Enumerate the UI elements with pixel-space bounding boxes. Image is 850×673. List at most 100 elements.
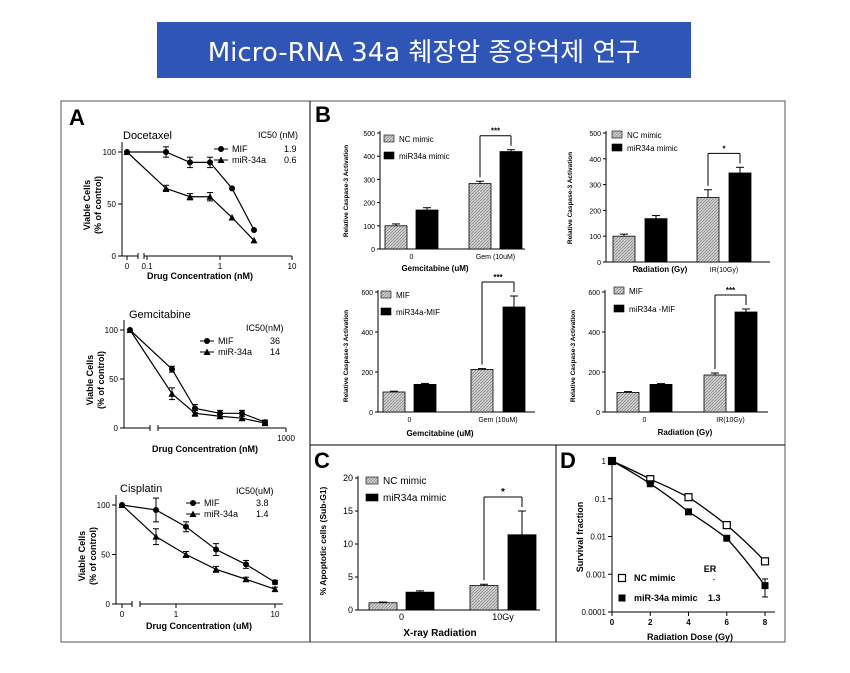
d-data-point: [684, 493, 693, 502]
b1-bar: [415, 209, 439, 250]
d-x-tick-label: 2: [648, 618, 653, 627]
b4-bar: [649, 383, 673, 413]
b3-bar: [382, 391, 406, 413]
a3-legend-ic50: 1.4: [256, 509, 269, 519]
a1-axis-break-gap: [138, 253, 144, 259]
a3-legend-marker: [189, 510, 197, 517]
a1-data-point: [250, 236, 258, 244]
b2-bar: [612, 235, 636, 263]
a1-data-point: [207, 159, 213, 166]
a1-legend-label: MIF: [232, 144, 248, 154]
b2-y-tick-label: 300: [589, 183, 601, 190]
d-x-tick-label: 8: [763, 618, 768, 627]
c-y-tick-label: 0: [348, 605, 353, 615]
b1-y-tick-label: 0: [371, 247, 375, 254]
d-legend-label: miR-34a mimic: [634, 593, 698, 603]
a3-data-point: [242, 575, 250, 583]
b4-y-tick-label: 600: [588, 290, 600, 297]
d-x-tick-label: 4: [686, 618, 691, 627]
a3-y-tick-label: 50: [101, 551, 110, 560]
a1-data-point: [186, 193, 194, 200]
b2-legend-label: NC mimic: [627, 131, 662, 140]
a3-data-point: [153, 506, 159, 513]
d-y-tick-label: 0.0001: [582, 608, 607, 617]
a2-x-tick-label: 1000: [277, 434, 295, 443]
c-significance: *: [501, 487, 505, 498]
c-y-label: % Apoptotic cells (Sub-G1): [318, 486, 328, 595]
b2-y-tick-label: 200: [589, 208, 601, 215]
d-data-point: [685, 508, 692, 516]
a2-y-tick-label: 50: [109, 375, 118, 384]
c-x-tick-label: 0: [399, 612, 404, 622]
a1-data-point: [251, 227, 257, 233]
b4-legend-label: miR34a -MIF: [629, 305, 675, 314]
a3-data-point: [118, 501, 126, 508]
b1-legend-swatch: [383, 134, 395, 143]
b2-bar: [644, 218, 668, 263]
c-bar: [469, 585, 499, 611]
a1-data-point: [123, 148, 131, 155]
b2-y-label: Relative Caspase-3 Activation: [567, 152, 574, 244]
a1-series-line-0: [127, 151, 255, 231]
b1-y-tick-label: 300: [363, 177, 375, 184]
a1-data-point: [206, 193, 214, 200]
d-y-tick-label: 0.001: [586, 570, 607, 579]
a3-y-label: Viable Cells: [77, 531, 87, 581]
a3-legend-ic50: 3.8: [256, 498, 269, 508]
b1-legend-label: miR34a mimic: [399, 152, 450, 161]
a3-x-tick-label: 1: [174, 610, 179, 619]
d-x-label: Radiation Dose (Gy): [647, 632, 733, 642]
a2-legend-label: MIF: [218, 336, 234, 346]
b3-significance: ***: [493, 273, 503, 282]
d-y-tick-label: 0.1: [595, 495, 607, 504]
a3-y-label-unit: (% of control): [88, 527, 98, 585]
b2-x-tick-label: IR(10Gy): [710, 267, 738, 274]
d-data-point: [760, 557, 770, 566]
d-legend-label: NC mimic: [634, 573, 676, 583]
b1-bar: [384, 225, 408, 250]
b2-y-tick-label: 100: [589, 234, 601, 241]
a1-data-point: [162, 184, 170, 192]
a3-data-point: [212, 565, 220, 573]
a2-legend-label: miR-34a: [218, 347, 252, 357]
b4-y-tick-label: 0: [596, 410, 600, 417]
a3-data-point: [182, 551, 190, 558]
c-bar: [368, 602, 398, 611]
b1-y-tick-label: 100: [363, 224, 375, 231]
a1-x-tick-label: 0.1: [141, 262, 153, 271]
b3-legend-label: MIF: [396, 291, 410, 300]
a2-data-point: [238, 414, 246, 422]
a1-data-point: [163, 149, 169, 155]
b2-bar: [728, 172, 752, 263]
b3-bar: [470, 368, 494, 413]
a3-axis-break-gap: [132, 601, 140, 607]
b4-x-tick-label: 0: [643, 417, 647, 424]
d-annotation-dash: -: [713, 575, 716, 584]
b4-legend-label: MIF: [629, 287, 643, 296]
a1-y-label: Viable Cells: [82, 180, 92, 230]
b2-x-tick-label: 0: [638, 267, 642, 274]
page-title: Micro-RNA 34a 췌장암 종양억제 연구: [157, 22, 691, 78]
a3-data-point: [243, 561, 249, 568]
a1-data-point: [187, 159, 193, 166]
a1-x-tick-label: 10: [288, 262, 297, 271]
b4-y-tick-label: 400: [588, 330, 600, 337]
a2-data-point: [239, 410, 245, 417]
panel-label-b: B: [315, 102, 331, 127]
b1-y-tick-label: 200: [363, 201, 375, 208]
b3-y-tick-label: 0: [369, 410, 373, 417]
a2-x-label: Drug Concentration (nM): [152, 444, 258, 454]
c-y-tick-label: 10: [343, 539, 353, 549]
a2-data-point: [126, 326, 134, 333]
c-legend-label: miR34a mimic: [383, 493, 446, 504]
b2-x-label: Radiation (Gy): [633, 265, 688, 274]
b1-legend-label: NC mimic: [399, 135, 434, 144]
b2-y-tick-label: 500: [589, 131, 601, 138]
d-data-point: [761, 582, 769, 590]
a3-x-tick-label: 10: [271, 610, 280, 619]
a3-x-tick-label: 0: [120, 610, 125, 619]
b3-y-tick-label: 400: [361, 330, 373, 337]
b4-bar: [703, 374, 727, 413]
a3-legend-marker: [190, 500, 196, 506]
